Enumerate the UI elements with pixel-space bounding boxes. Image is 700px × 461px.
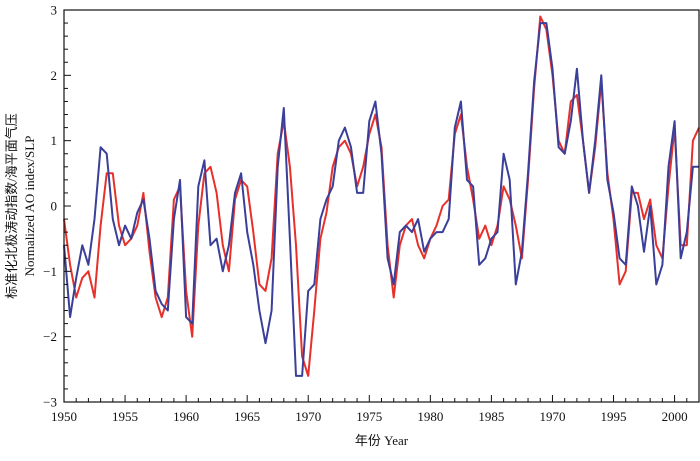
x-axis-title: 年份 Year — [355, 433, 409, 448]
y-axis-title-line-cn: 标准化北极涛动指数/海平面气压 — [4, 113, 19, 299]
x-tick-label: 1970 — [295, 409, 321, 424]
y-tick-label: −1 — [43, 264, 57, 279]
y-axis-ticks: −3 −2 −1 0 1 2 3 — [43, 3, 71, 410]
x-tick-label: 1970 — [539, 409, 565, 424]
x-axis-ticks: 1950 1955 1960 1965 1970 1975 1980 1985 1970 1995… — [51, 395, 700, 424]
x-tick-label: 1965 — [234, 409, 260, 424]
y-tick-label: 1 — [51, 133, 58, 148]
x-tick-label: 1975 — [356, 409, 382, 424]
y-tick-label: −2 — [43, 329, 57, 344]
y-tick-label: 0 — [51, 199, 58, 214]
y-axis-title-line-en: Normalized AO index/SLP — [22, 136, 37, 277]
series-layer — [63, 15, 700, 377]
x-tick-label: 1955 — [112, 409, 138, 424]
series-line-2 — [63, 22, 699, 377]
y-axis-title: 标准化北极涛动指数/海平面气压 Normalized AO index/SLP — [4, 113, 37, 299]
x-tick-label: 1985 — [478, 409, 504, 424]
x-tick-label: 1980 — [417, 409, 443, 424]
series-line-1 — [63, 15, 700, 377]
x-tick-label: 1995 — [601, 409, 627, 424]
x-tick-label: 1950 — [51, 409, 77, 424]
x-tick-label: 1960 — [173, 409, 199, 424]
plot-frame — [63, 9, 700, 403]
y-tick-label: 3 — [51, 3, 58, 18]
x-tick-label: 2000 — [662, 409, 688, 424]
y-tick-label: 2 — [51, 68, 58, 83]
y-tick-label: −3 — [43, 395, 57, 410]
